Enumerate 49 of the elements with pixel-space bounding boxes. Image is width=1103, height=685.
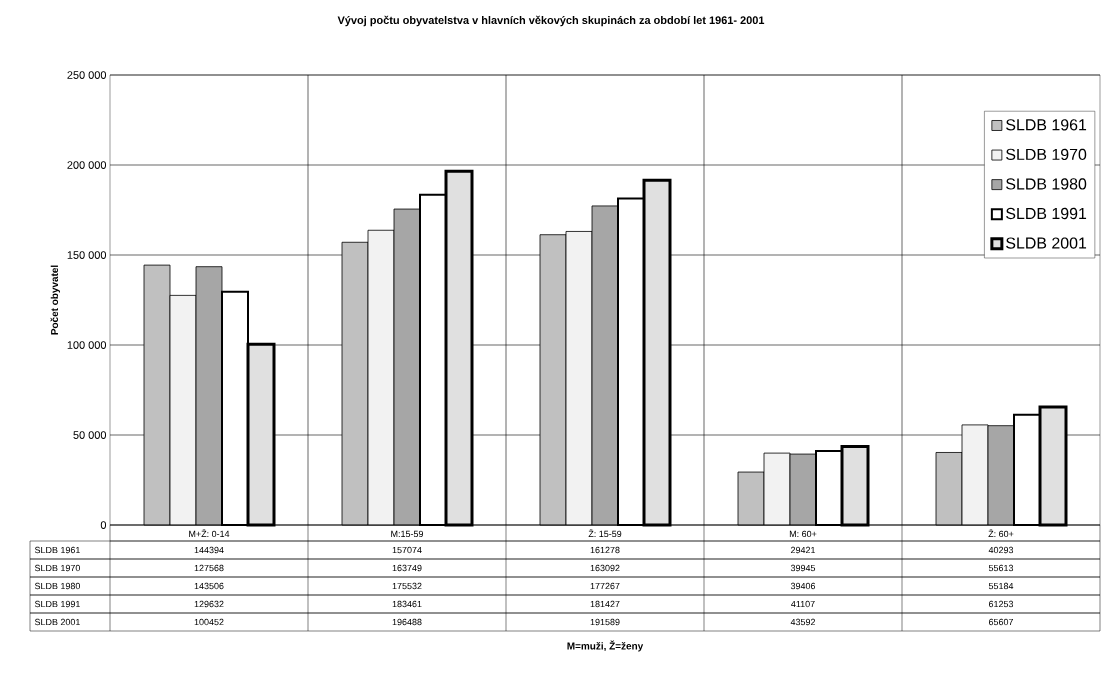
data-label: 191589 <box>590 618 620 626</box>
x-tick-label: Ž: 15-59 <box>588 529 622 538</box>
legend-label: SLDB 1980 <box>1006 178 1087 190</box>
data-label: 161278 <box>590 546 620 554</box>
data-label: 129632 <box>194 600 224 608</box>
data-label: 127568 <box>194 564 224 572</box>
data-label: 55613 <box>988 564 1014 572</box>
data-label: 100452 <box>194 618 224 626</box>
text: M=muži, Ž=ženy <box>567 640 644 652</box>
data-label: 144394 <box>194 546 224 554</box>
y-tick-label: 100 000 <box>67 341 107 349</box>
data-label: 41107 <box>791 600 815 608</box>
data-label: 183461 <box>392 600 422 608</box>
data-label: 157074 <box>392 546 422 554</box>
legend-label: SLDB 1961 <box>1006 119 1087 131</box>
data-label: 177267 <box>590 582 620 590</box>
data-label: 29421 <box>790 546 816 554</box>
y-axis-title: Počet obyvatel <box>50 265 61 335</box>
y-tick-label: 200 000 <box>67 161 107 169</box>
data-label: 163092 <box>590 564 620 572</box>
data-label: 55184 <box>988 582 1014 590</box>
data-label: 65607 <box>988 618 1014 626</box>
x-tick-label: M:15-59 <box>391 530 424 538</box>
data-label: 181427 <box>590 600 620 608</box>
x-tick-label: M+Ž: 0-14 <box>189 529 230 538</box>
chart-title: Vývoj počtu obyvatelstva v hlavních věkových skupinách za období let 1961- 2001 <box>337 15 765 27</box>
data-label: 43592 <box>790 618 816 626</box>
text: SLDB 1961 <box>34 546 80 554</box>
data-label: 61253 <box>988 600 1014 608</box>
data-label: 163749 <box>392 564 422 572</box>
legend-label: SLDB 1970 <box>1006 148 1087 161</box>
y-tick-label: 50 000 <box>73 431 107 439</box>
data-label: 39945 <box>790 564 816 572</box>
text: SLDB 1991 <box>34 600 80 608</box>
data-label: 175532 <box>392 582 422 590</box>
y-tick-label: 0 <box>100 521 107 529</box>
legend-label: SLDB 2001 <box>1006 237 1087 249</box>
data-label: 40293 <box>988 546 1014 554</box>
data-label: 39406 <box>790 582 816 590</box>
text: SLDB 2001 <box>34 618 80 626</box>
data-label: 196488 <box>392 618 422 626</box>
x-tick-label: M: 60+ <box>789 530 817 538</box>
y-tick-label: 150 000 <box>67 251 107 259</box>
x-tick-label: Ž: 60+ <box>988 529 1014 538</box>
legend-label: SLDB 1991 <box>1006 207 1087 220</box>
data-label: 143506 <box>194 582 224 590</box>
text: SLDB 1980 <box>34 582 81 590</box>
text: SLDB 1970 <box>34 564 81 572</box>
y-tick-label: 250 000 <box>67 71 107 79</box>
